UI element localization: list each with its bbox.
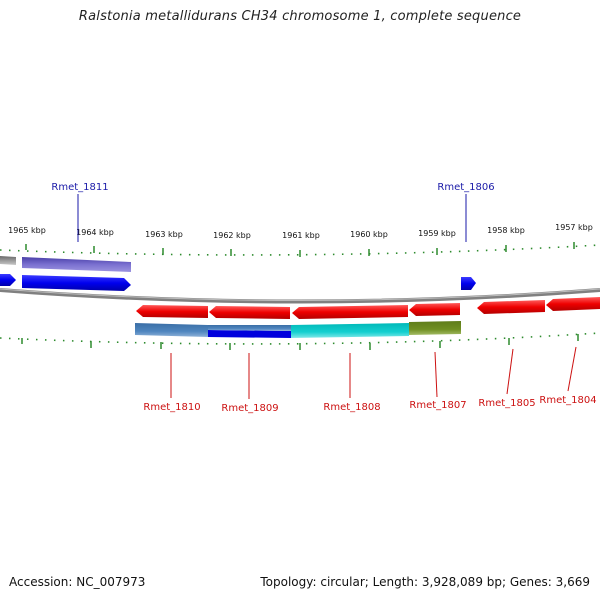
leader-line xyxy=(506,348,514,395)
feature-segment[interactable] xyxy=(208,330,291,338)
gene-arrow-rmet-1806[interactable] xyxy=(461,277,476,290)
gene-label-rmet-1810[interactable]: Rmet_1810 xyxy=(143,402,200,413)
gene-label-rmet-1804[interactable]: Rmet_1804 xyxy=(539,395,596,406)
leader-line xyxy=(434,351,438,398)
gene-arrow-rmet-1804[interactable] xyxy=(546,297,600,311)
gene-arrow-rmet-1808[interactable] xyxy=(292,305,408,319)
tick-label: 1960 kbp xyxy=(350,230,388,239)
feature-segment[interactable] xyxy=(291,323,409,338)
tick-label: 1958 kbp xyxy=(487,226,525,235)
feature-segment[interactable] xyxy=(22,257,131,272)
gene-label-rmet-1805[interactable]: Rmet_1805 xyxy=(478,398,535,409)
gene-label-rmet-1808[interactable]: Rmet_1808 xyxy=(323,402,380,413)
tick-label: 1957 kbp xyxy=(555,223,593,232)
tick-label: 1962 kbp xyxy=(213,231,251,240)
lower-ticks xyxy=(0,332,600,350)
upper-ticks xyxy=(0,242,600,257)
tick-label: 1963 kbp xyxy=(145,230,183,239)
forward-genes xyxy=(0,274,476,291)
gene-arrow-rmet-1807[interactable] xyxy=(409,303,460,316)
feature-segment[interactable] xyxy=(0,256,16,265)
forward-feature-track xyxy=(0,256,131,272)
tick-labels: 1965 kbp 1964 kbp 1963 kbp 1962 kbp 1961… xyxy=(8,223,593,240)
reverse-genes xyxy=(136,297,600,319)
gene-label-rmet-1809[interactable]: Rmet_1809 xyxy=(221,403,278,414)
gene-arrow-rmet-1811[interactable] xyxy=(22,275,131,291)
feature-segment[interactable] xyxy=(409,321,461,335)
feature-segment[interactable] xyxy=(135,323,208,337)
topology-summary: Topology: circular; Length: 3,928,089 bp… xyxy=(260,575,590,589)
tick-label: 1964 kbp xyxy=(76,228,114,237)
map-title: Ralstonia metallidurans CH34 chromosome … xyxy=(78,9,522,24)
feature-segment[interactable] xyxy=(208,325,291,331)
tick-label: 1959 kbp xyxy=(418,229,456,238)
tick-label: 1965 kbp xyxy=(8,226,46,235)
gene-arrow[interactable] xyxy=(0,274,16,286)
chromosome-backbone xyxy=(0,288,600,304)
gene-arrow-rmet-1805[interactable] xyxy=(477,300,545,314)
leader-line xyxy=(567,346,577,392)
gene-label-rmet-1811[interactable]: Rmet_1811 xyxy=(51,182,108,193)
reverse-feature-track xyxy=(135,321,461,338)
tick-label: 1961 kbp xyxy=(282,231,320,240)
gene-arrow-rmet-1809[interactable] xyxy=(209,306,290,319)
gene-label-rmet-1807[interactable]: Rmet_1807 xyxy=(409,400,466,411)
gene-arrow-rmet-1810[interactable] xyxy=(136,305,208,318)
gene-label-rmet-1806[interactable]: Rmet_1806 xyxy=(437,182,494,193)
accession-text: Accession: NC_007973 xyxy=(9,575,146,589)
